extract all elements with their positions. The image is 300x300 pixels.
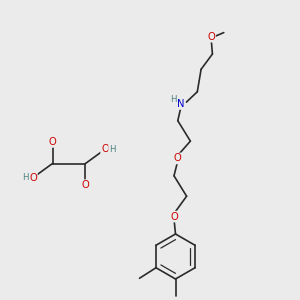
Text: O: O (207, 32, 215, 42)
Text: O: O (49, 137, 56, 147)
Text: N: N (177, 99, 185, 109)
Text: H: H (170, 95, 177, 104)
Text: O: O (29, 173, 37, 183)
Text: H: H (22, 173, 29, 182)
Text: O: O (170, 212, 178, 222)
Text: O: O (174, 154, 182, 164)
Text: O: O (101, 144, 109, 154)
Text: O: O (82, 180, 89, 190)
Text: H: H (109, 145, 116, 154)
